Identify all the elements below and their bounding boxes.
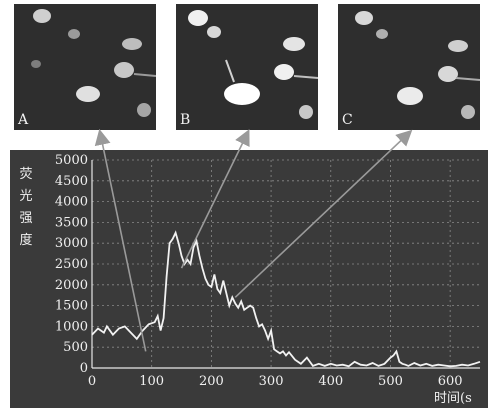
x-tick-300: 300 <box>259 374 284 389</box>
y-tick-2500: 2500 <box>55 257 88 272</box>
x-tick-600: 600 <box>438 374 463 389</box>
y-axis-label-char: 荧 <box>19 167 32 182</box>
fluorescence-chart: 0 500 1000 1500 2000 2500 3000 3500 4000 4500 5000… <box>10 150 488 408</box>
y-tick-labels: 0 500 1000 1500 2000 2500 3000 3500 4000 4500 5000 <box>55 153 88 376</box>
micrograph-b-cells <box>188 10 318 119</box>
x-tick-400: 400 <box>318 374 343 389</box>
axis-layer <box>91 160 480 369</box>
panel-b-letter: B <box>180 112 191 128</box>
y-tick-1500: 1500 <box>55 299 88 314</box>
y-axis-label-char: 光 <box>19 189 32 204</box>
y-tick-500: 500 <box>63 340 88 355</box>
micrograph-panel-a: A <box>14 4 156 130</box>
x-tick-100: 100 <box>139 374 164 389</box>
fluorescence-line <box>91 230 481 368</box>
x-tick-0: 0 <box>88 374 96 389</box>
y-axis-label-char: 强 <box>19 211 32 226</box>
y-tick-4500: 4500 <box>55 174 88 189</box>
y-tick-0: 0 <box>80 361 88 376</box>
micrograph-c-cells <box>355 11 480 119</box>
y-axis-label-char: 度 <box>19 232 32 248</box>
x-tick-500: 500 <box>378 374 403 389</box>
y-tick-1000: 1000 <box>55 319 88 334</box>
y-tick-3000: 3000 <box>55 236 88 251</box>
x-tick-200: 200 <box>199 374 224 389</box>
x-tick-labels: 0 100 200 300 400 500 600 <box>88 374 463 389</box>
grid-layer <box>92 159 480 368</box>
micrograph-panel-c: C <box>338 4 480 130</box>
y-tick-5000: 5000 <box>55 153 88 168</box>
micrograph-panel-b: B <box>176 4 318 130</box>
x-axis-label: 时间(s <box>434 391 472 406</box>
panel-a-letter: A <box>18 112 29 128</box>
panel-c-letter: C <box>342 112 353 128</box>
y-tick-3500: 3500 <box>55 215 88 230</box>
y-tick-2000: 2000 <box>55 278 88 293</box>
chart-svg: 0500100015002000250030003500400045005000… <box>19 153 481 406</box>
micrograph-a-cells <box>31 9 156 117</box>
y-tick-4000: 4000 <box>55 195 88 210</box>
